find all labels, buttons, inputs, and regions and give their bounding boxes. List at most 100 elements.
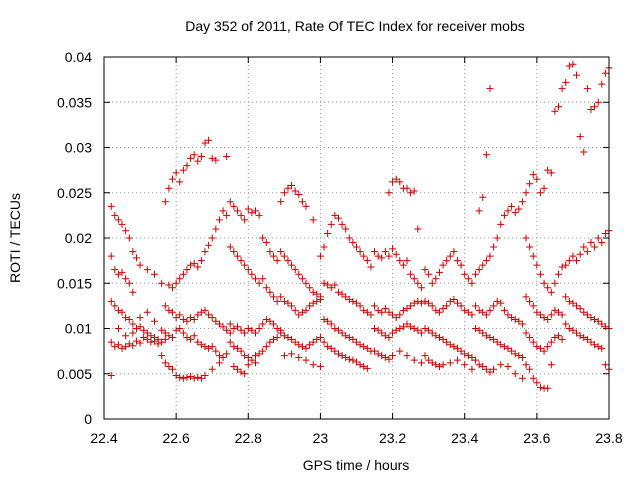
data-point xyxy=(555,103,562,111)
data-point xyxy=(147,332,155,340)
data-point xyxy=(334,214,342,222)
data-point xyxy=(334,350,342,358)
data-point xyxy=(360,306,368,314)
data-point xyxy=(277,293,285,301)
data-point xyxy=(544,315,552,323)
data-point xyxy=(208,343,216,351)
y-tick-label: 0.035 xyxy=(57,94,92,110)
data-point xyxy=(122,275,130,283)
data-point xyxy=(291,266,299,274)
data-point xyxy=(479,363,487,371)
data-point xyxy=(143,266,151,274)
data-point xyxy=(201,372,209,380)
x-tick-label: 23.4 xyxy=(451,430,478,446)
data-point xyxy=(161,359,169,367)
data-point xyxy=(540,184,548,192)
data-point xyxy=(490,335,498,343)
data-point xyxy=(385,334,393,342)
data-point xyxy=(244,353,252,361)
x-axis-label: GPS time / hours xyxy=(303,457,410,473)
data-point xyxy=(316,252,324,260)
data-point xyxy=(493,338,501,346)
y-tick-label: 0.02 xyxy=(65,230,92,246)
data-point xyxy=(183,162,191,170)
y-tick-label: 0.01 xyxy=(65,321,92,337)
data-point xyxy=(241,261,249,269)
data-point xyxy=(591,103,599,111)
data-point xyxy=(122,227,130,235)
data-point xyxy=(349,335,357,343)
data-point xyxy=(421,297,429,305)
data-point xyxy=(295,191,303,199)
data-point xyxy=(205,311,213,319)
data-point xyxy=(226,329,234,337)
data-point xyxy=(536,344,544,352)
y-tick-label: 0 xyxy=(84,411,92,427)
data-point xyxy=(248,209,256,217)
data-point xyxy=(356,361,364,369)
data-point xyxy=(515,317,523,325)
data-point xyxy=(302,202,310,210)
data-point xyxy=(190,315,198,323)
data-point xyxy=(479,329,487,337)
data-point xyxy=(558,85,566,93)
data-point xyxy=(399,261,407,269)
data-point xyxy=(573,71,581,79)
data-point xyxy=(399,323,407,331)
data-point xyxy=(591,243,599,251)
data-point xyxy=(298,198,306,206)
data-point xyxy=(565,325,573,332)
data-point xyxy=(345,334,353,342)
data-point xyxy=(187,372,195,380)
data-point xyxy=(526,243,534,251)
data-point xyxy=(172,372,180,380)
data-point xyxy=(583,335,591,343)
data-point xyxy=(219,353,227,361)
data-point xyxy=(410,187,418,195)
data-point xyxy=(176,373,184,381)
data-point xyxy=(461,306,469,314)
data-point xyxy=(536,270,544,278)
data-point xyxy=(331,211,339,219)
data-point xyxy=(158,326,166,334)
data-point xyxy=(255,279,263,287)
grid-lines xyxy=(104,57,609,419)
data-point xyxy=(594,98,602,106)
data-point xyxy=(443,302,451,310)
data-point xyxy=(486,306,494,314)
data-point xyxy=(573,257,581,265)
data-point xyxy=(291,187,299,195)
data-point xyxy=(518,198,526,206)
data-point xyxy=(396,178,404,186)
data-point xyxy=(107,252,115,260)
data-point xyxy=(576,332,584,340)
data-point xyxy=(544,384,552,392)
data-point xyxy=(486,252,494,260)
data-point xyxy=(306,284,314,292)
data-point xyxy=(381,353,389,361)
data-point xyxy=(219,323,227,331)
data-point xyxy=(475,306,483,314)
data-point xyxy=(320,315,328,323)
data-point xyxy=(309,216,317,224)
data-point xyxy=(468,279,476,287)
data-point xyxy=(165,332,173,340)
data-point xyxy=(533,175,541,183)
data-point xyxy=(280,297,288,305)
data-point xyxy=(435,308,443,316)
data-point xyxy=(136,323,144,331)
data-point xyxy=(374,306,382,314)
data-point xyxy=(522,329,530,337)
data-point xyxy=(208,154,216,162)
data-point xyxy=(190,259,198,267)
data-point xyxy=(129,248,137,256)
data-point xyxy=(547,311,555,319)
data-point xyxy=(334,326,342,334)
data-point xyxy=(331,281,339,289)
data-point xyxy=(161,329,169,337)
data-point xyxy=(486,334,494,342)
data-point xyxy=(237,347,245,355)
data-point xyxy=(151,270,158,278)
data-point xyxy=(215,216,223,224)
